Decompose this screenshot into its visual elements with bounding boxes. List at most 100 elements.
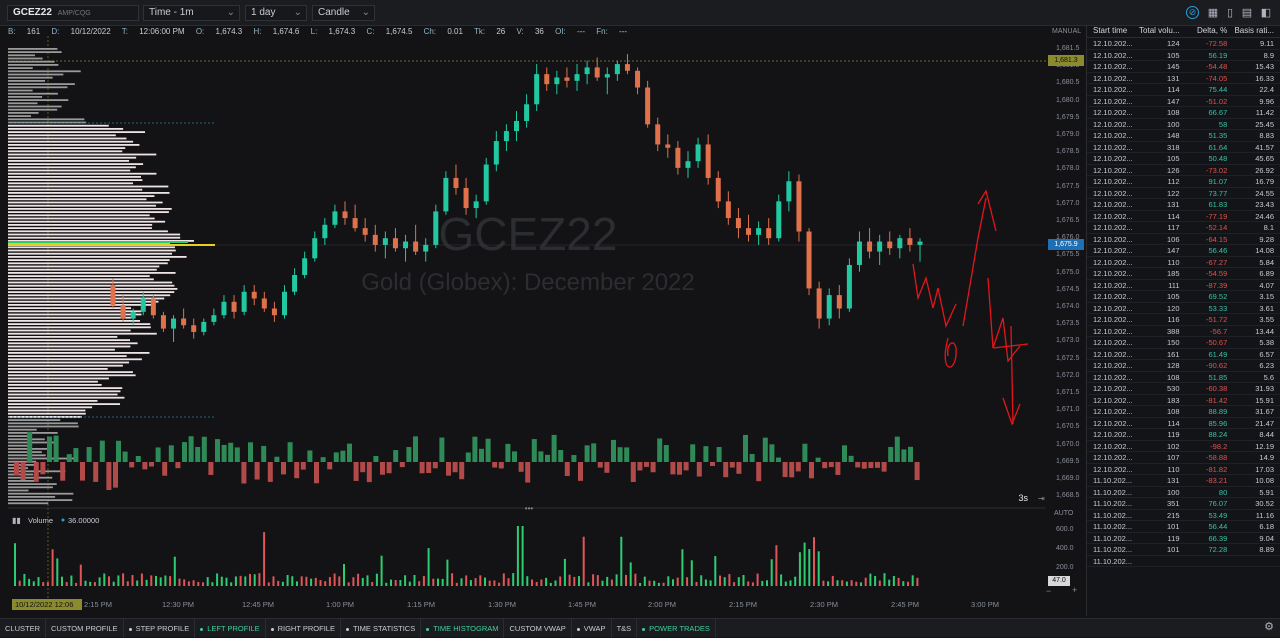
refresh-rate[interactable]: 3s	[1018, 493, 1028, 503]
price-tick: 1,676.0	[1056, 234, 1080, 242]
table-row[interactable]: 12.10.202... 100 58 25.45	[1087, 119, 1280, 130]
header-total-volume[interactable]: Total volu...	[1139, 26, 1180, 35]
header-start-time[interactable]: Start time	[1093, 26, 1128, 35]
tab-custom-vwap[interactable]: CUSTOM VWAP	[504, 619, 572, 638]
volume-axis[interactable]: AUTO 600.0 400.0 200.0 47.0 − +	[1046, 510, 1086, 600]
table-row[interactable]: 11.10.202...	[1087, 556, 1280, 567]
table-row[interactable]: 12.10.202... 147 -51.02 9.96	[1087, 96, 1280, 107]
table-row[interactable]: 12.10.202... 102 -98.2 12.19	[1087, 441, 1280, 452]
plus-icon[interactable]: +	[1072, 585, 1078, 595]
table-row[interactable]: 12.10.202... 131 -74.05 16.33	[1087, 73, 1280, 84]
info-volume: V: 36	[516, 27, 544, 36]
symbol-selector[interactable]: GCEZ22 AMP/CQG	[7, 5, 139, 21]
cell-delta: -81.42	[1205, 395, 1228, 405]
cell-basis-ratio: 17.03	[1255, 464, 1275, 474]
table-row[interactable]: 12.10.202... 105 69.52 3.15	[1087, 291, 1280, 303]
table-row[interactable]: 12.10.202... 105 56.19 8.9	[1087, 50, 1280, 61]
chart-canvas[interactable]: GCEZ22 Gold (Globex): December 2022 ••• …	[8, 26, 1046, 616]
table-row[interactable]: 12.10.202... 116 -51.72 3.55	[1087, 314, 1280, 326]
scroll-end-icon[interactable]: ⇥	[1038, 494, 1045, 503]
table-row[interactable]: 11.10.202... 351 76.07 30.52	[1087, 498, 1280, 510]
table-row[interactable]: 12.10.202... 131 61.83 23.43	[1087, 199, 1280, 211]
table-row[interactable]: 12.10.202... 108 51.85 5.6	[1087, 372, 1280, 383]
table-row[interactable]: 12.10.202... 126 -73.02 26.92	[1087, 165, 1280, 176]
cell-delta: -67.27	[1205, 257, 1228, 267]
volume-axis-mode[interactable]: AUTO	[1054, 510, 1074, 517]
table-row[interactable]: 11.10.202... 119 66.39 9.04	[1087, 533, 1280, 544]
price-axis-mode[interactable]: MANUAL	[1052, 28, 1082, 35]
table-row[interactable]: 11.10.202... 100 80 5.91	[1087, 487, 1280, 498]
header-delta[interactable]: Delta, %	[1197, 26, 1228, 35]
table-row[interactable]: 11.10.202... 131 -83.21 10.08	[1087, 475, 1280, 487]
pane-resize-handle[interactable]: •••	[525, 504, 534, 513]
table-row[interactable]: 12.10.202... 106 -64.15 9.28	[1087, 234, 1280, 245]
cell-total-volume: 105	[1167, 292, 1180, 301]
table-row[interactable]: 11.10.202... 101 56.44 6.18	[1087, 521, 1280, 533]
table-row[interactable]: 12.10.202... 117 -52.14 8.1	[1087, 222, 1280, 234]
table-row[interactable]: 12.10.202... 108 88.89 31.67	[1087, 406, 1280, 418]
delta-bar-negative	[267, 462, 273, 482]
table-row[interactable]: 12.10.202... 318 61.64 41.57	[1087, 142, 1280, 153]
table-row[interactable]: 12.10.202... 150 -50.67 5.38	[1087, 337, 1280, 349]
chart-type-select[interactable]: Candle ⌄	[312, 5, 375, 21]
volume-bar	[545, 577, 548, 586]
table-row[interactable]: 12.10.202... 147 56.46 14.08	[1087, 245, 1280, 257]
link-icon[interactable]: ⊘	[1186, 6, 1199, 19]
candle-body	[191, 325, 197, 332]
table-row[interactable]: 11.10.202... 215 53.49 11.16	[1087, 510, 1280, 521]
table-row[interactable]: 12.10.202... 122 73.77 24.55	[1087, 188, 1280, 199]
table-row[interactable]: 12.10.202... 530 -60.38 31.93	[1087, 383, 1280, 395]
keyboard-icon[interactable]: ▦	[1207, 7, 1219, 19]
price-axis[interactable]: MANUAL 1,681.51,681.01,680.51,680.01,679…	[1046, 26, 1086, 510]
grid-icon[interactable]: ▤	[1241, 7, 1253, 19]
tab-custom-profile[interactable]: CUSTOM PROFILE	[46, 619, 124, 638]
profile-bar	[8, 163, 144, 165]
candle-body	[302, 258, 308, 276]
table-row[interactable]: 12.10.202... 183 -81.42 15.91	[1087, 395, 1280, 406]
table-row[interactable]: 12.10.202... 114 75.44 22.4	[1087, 84, 1280, 96]
table-row[interactable]: 12.10.202... 124 -72.58 9.11	[1087, 38, 1280, 50]
table-row[interactable]: 12.10.202... 119 88.24 8.44	[1087, 429, 1280, 441]
minus-icon[interactable]: −	[1046, 586, 1052, 596]
table-row[interactable]: 12.10.202... 388 -56.7 13.44	[1087, 326, 1280, 337]
cell-total-volume: 147	[1167, 96, 1180, 106]
table-row[interactable]: 12.10.202... 120 53.33 3.61	[1087, 303, 1280, 314]
tab-vwap[interactable]: VWAP	[572, 619, 612, 638]
table-row[interactable]: 12.10.202... 112 91.07 16.79	[1087, 176, 1280, 188]
table-row[interactable]: 12.10.202... 105 50.48 45.65	[1087, 153, 1280, 165]
table-row[interactable]: 12.10.202... 107 -58.88 14.9	[1087, 452, 1280, 464]
statistics-table[interactable]: Start time Total volu... Delta, % Basis …	[1086, 26, 1280, 616]
table-row[interactable]: 12.10.202... 114 85.96 21.47	[1087, 418, 1280, 429]
delta-bar-positive	[393, 450, 399, 462]
range-select[interactable]: 1 day ⌄	[245, 5, 307, 21]
cell-start-time: 12.10.202...	[1093, 62, 1133, 71]
cell-basis-ratio: 3.55	[1259, 315, 1275, 324]
table-row[interactable]: 12.10.202... 128 -90.62 6.23	[1087, 360, 1280, 372]
table-row[interactable]: 12.10.202... 161 61.49 6.57	[1087, 349, 1280, 360]
panel-icon[interactable]: ◧	[1260, 7, 1272, 19]
table-row[interactable]: 12.10.202... 148 51.35 8.83	[1087, 130, 1280, 142]
table-row[interactable]: 12.10.202... 110 -67.27 5.84	[1087, 257, 1280, 268]
interval-select[interactable]: Time - 1m ⌄	[143, 5, 240, 21]
table-row[interactable]: 12.10.202... 185 -54.59 6.89	[1087, 268, 1280, 280]
tab-cluster[interactable]: CLUSTER	[0, 619, 47, 638]
header-basis-ratio[interactable]: Basis rati...	[1234, 26, 1275, 35]
tab-power-trades[interactable]: POWER TRADES	[637, 619, 716, 638]
tab-t-s[interactable]: T&S	[612, 619, 638, 638]
table-row[interactable]: 12.10.202... 110 -81.82 17.03	[1087, 464, 1280, 475]
mouse-icon[interactable]: ▯	[1226, 7, 1234, 19]
table-row[interactable]: 11.10.202... 101 72.28 8.89	[1087, 544, 1280, 556]
table-row[interactable]: 12.10.202... 145 -54.48 15.43	[1087, 61, 1280, 73]
table-row[interactable]: 12.10.202... 108 66.67 11.42	[1087, 107, 1280, 119]
tab-left-profile[interactable]: LEFT PROFILE	[195, 619, 266, 638]
tab-time-statistics[interactable]: TIME STATISTICS	[341, 619, 422, 638]
table-row[interactable]: 12.10.202... 111 -87.39 4.07	[1087, 280, 1280, 291]
tab-right-profile[interactable]: RIGHT PROFILE	[266, 619, 341, 638]
settings-icon[interactable]: ⚙	[1264, 621, 1274, 633]
tab-time-histogram[interactable]: TIME HISTOGRAM	[421, 619, 505, 638]
volume-bar	[803, 542, 806, 586]
cell-start-time: 12.10.202...	[1093, 372, 1133, 382]
tab-step-profile[interactable]: STEP PROFILE	[124, 619, 196, 638]
table-row[interactable]: 12.10.202... 114 -77.19 24.46	[1087, 211, 1280, 222]
candle-body	[453, 177, 459, 188]
